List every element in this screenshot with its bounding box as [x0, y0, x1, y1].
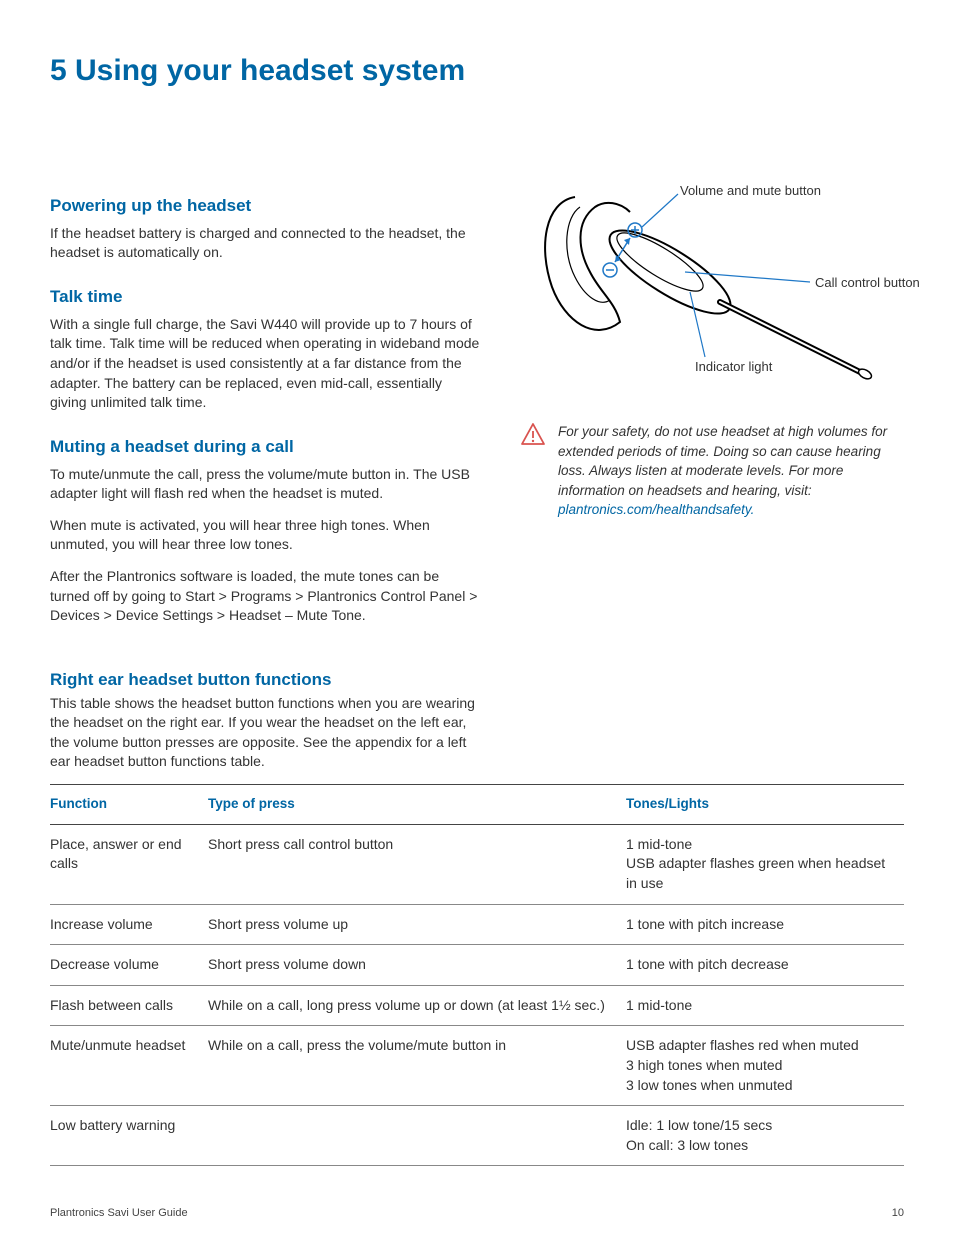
cell-tones: 1 tone with pitch decrease: [626, 945, 904, 986]
page-title: 5 Using your headset system: [50, 50, 904, 92]
cell-function: Increase volume: [50, 904, 208, 945]
cell-press: Short press volume up: [208, 904, 626, 945]
cell-function: Mute/unmute headset: [50, 1026, 208, 1106]
cell-tones: 1 mid-toneUSB adapter flashes green when…: [626, 824, 904, 904]
label-call-control: Call control button: [815, 274, 920, 292]
cell-function: Flash between calls: [50, 985, 208, 1026]
table-row: Place, answer or end callsShort press ca…: [50, 824, 904, 904]
cell-press: While on a call, long press volume up or…: [208, 985, 626, 1026]
heading-talk-time: Talk time: [50, 285, 480, 309]
body-talk-time: With a single full charge, the Savi W440…: [50, 315, 480, 413]
th-function: Function: [50, 784, 208, 824]
table-row: Mute/unmute headsetWhile on a call, pres…: [50, 1026, 904, 1106]
safety-text: For your safety, do not use headset at h…: [558, 424, 887, 498]
label-volume-mute: Volume and mute button: [680, 182, 821, 200]
cell-press: While on a call, press the volume/mute b…: [208, 1026, 626, 1106]
footer-title: Plantronics Savi User Guide: [50, 1206, 188, 1221]
muting-p3: After the Plantronics software is loaded…: [50, 567, 480, 626]
table-row: Low battery warning Idle: 1 low tone/15 s…: [50, 1106, 904, 1166]
cell-function: Decrease volume: [50, 945, 208, 986]
muting-p2: When mute is activated, you will hear th…: [50, 516, 480, 555]
table-row: Increase volumeShort press volume up1 to…: [50, 904, 904, 945]
th-tones: Tones/Lights: [626, 784, 904, 824]
cell-function: Low battery warning: [50, 1106, 208, 1166]
safety-note: For your safety, do not use headset at h…: [520, 422, 904, 520]
table-row: Decrease volumeShort press volume down1 …: [50, 945, 904, 986]
cell-function: Place, answer or end calls: [50, 824, 208, 904]
cell-tones: USB adapter flashes red when muted3 high…: [626, 1026, 904, 1106]
heading-right-ear: Right ear headset button functions: [50, 668, 904, 692]
heading-muting: Muting a headset during a call: [50, 435, 480, 459]
label-indicator: Indicator light: [695, 358, 772, 376]
page-number: 10: [892, 1206, 904, 1221]
cell-tones: 1 tone with pitch increase: [626, 904, 904, 945]
body-powering: If the headset battery is charged and co…: [50, 224, 480, 263]
right-column: Volume and mute button Call control butt…: [520, 172, 904, 638]
button-functions-table: Function Type of press Tones/Lights Plac…: [50, 784, 904, 1166]
cell-press: [208, 1106, 626, 1166]
heading-powering: Powering up the headset: [50, 194, 480, 218]
cell-press: Short press call control button: [208, 824, 626, 904]
table-row: Flash between callsWhile on a call, long…: [50, 985, 904, 1026]
cell-tones: Idle: 1 low tone/15 secsOn call: 3 low t…: [626, 1106, 904, 1166]
th-press: Type of press: [208, 784, 626, 824]
body-right-ear: This table shows the headset button func…: [50, 694, 480, 772]
cell-press: Short press volume down: [208, 945, 626, 986]
left-column: Powering up the headset If the headset b…: [50, 172, 480, 638]
cell-tones: 1 mid-tone: [626, 985, 904, 1026]
warning-icon: [520, 422, 546, 520]
safety-link[interactable]: plantronics.com/healthandsafety.: [558, 502, 754, 517]
muting-p1: To mute/unmute the call, press the volum…: [50, 465, 480, 504]
headset-diagram: Volume and mute button Call control butt…: [520, 172, 904, 392]
